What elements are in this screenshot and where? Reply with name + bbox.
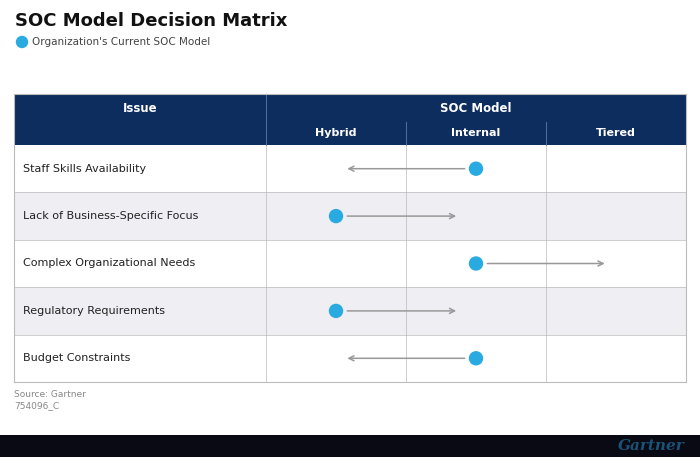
Bar	[266, 94, 686, 122]
Text: Issue: Issue	[122, 101, 158, 115]
Bar	[14, 335, 686, 382]
Text: Source: Gartner: Source: Gartner	[14, 390, 86, 399]
Bar	[14, 94, 266, 122]
Text: 754096_C: 754096_C	[14, 401, 59, 410]
Bar	[546, 122, 686, 145]
Text: SOC Model Decision Matrix: SOC Model Decision Matrix	[15, 12, 288, 30]
Text: Complex Organizational Needs: Complex Organizational Needs	[23, 259, 195, 269]
Bar	[14, 240, 686, 287]
Circle shape	[470, 352, 482, 365]
Circle shape	[470, 257, 482, 270]
Bar	[0, 435, 700, 457]
Bar	[14, 287, 686, 335]
Text: Hybrid: Hybrid	[315, 128, 357, 138]
Text: Gartner: Gartner	[618, 439, 685, 453]
Circle shape	[470, 162, 482, 175]
Text: Regulatory Requirements: Regulatory Requirements	[23, 306, 165, 316]
Text: Tiered: Tiered	[596, 128, 636, 138]
Bar	[266, 122, 406, 145]
Circle shape	[330, 210, 342, 223]
Circle shape	[17, 37, 27, 48]
Circle shape	[330, 304, 342, 318]
Text: Internal: Internal	[452, 128, 500, 138]
Bar	[14, 192, 686, 240]
Text: Lack of Business-Specific Focus: Lack of Business-Specific Focus	[23, 211, 198, 221]
Text: Budget Constraints: Budget Constraints	[23, 353, 130, 363]
Text: Staff Skills Availability: Staff Skills Availability	[23, 164, 146, 174]
Bar	[14, 122, 266, 145]
Bar	[406, 122, 546, 145]
Bar	[14, 145, 686, 192]
Text: Organization's Current SOC Model: Organization's Current SOC Model	[32, 37, 210, 47]
Text: SOC Model: SOC Model	[440, 101, 512, 115]
